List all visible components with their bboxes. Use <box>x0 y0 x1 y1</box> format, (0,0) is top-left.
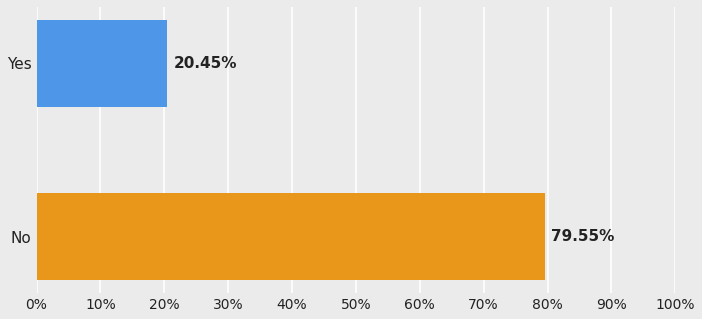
Bar <box>37 20 167 107</box>
Text: 79.55%: 79.55% <box>551 229 614 244</box>
Text: 20.45%: 20.45% <box>173 56 237 71</box>
Bar <box>37 193 545 280</box>
